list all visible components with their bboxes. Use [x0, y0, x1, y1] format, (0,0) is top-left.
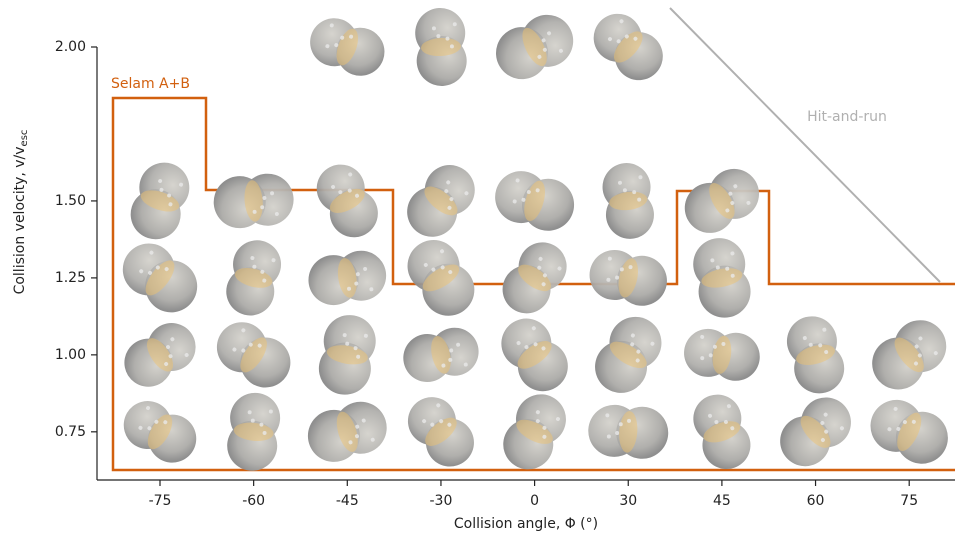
collision-outcome — [585, 245, 672, 310]
y-tick-label: 0.75 — [55, 424, 86, 440]
collision-outcome — [770, 387, 861, 476]
y-tick-label: 1.50 — [55, 193, 86, 209]
y-tick-label: 1.00 — [55, 347, 86, 363]
collision-outcome — [399, 323, 484, 387]
collision-outcome — [781, 311, 849, 399]
collision-outcome — [398, 230, 484, 325]
collision-outcome — [212, 172, 296, 231]
annotation: Selam A+B — [111, 76, 190, 92]
x-tick-label: -75 — [149, 493, 172, 509]
x-tick-label: 45 — [713, 493, 731, 509]
collision-outcome — [225, 390, 283, 473]
annotation: Hit-and-run — [807, 109, 887, 125]
collision-outcome — [862, 310, 956, 400]
collision-outcome — [221, 235, 286, 320]
x-tick-label: -45 — [336, 493, 359, 509]
collision-outcome — [124, 156, 196, 246]
collision-outcome — [687, 388, 757, 475]
collision-outcome — [862, 391, 956, 472]
collision-outcome — [301, 395, 393, 468]
x-tick-label: 75 — [900, 493, 918, 509]
x-tick-label: 0 — [530, 493, 539, 509]
x-tick-label: -30 — [430, 493, 453, 509]
collision-outcome — [207, 313, 300, 397]
collision-outcome — [587, 403, 670, 460]
collision-outcome — [414, 7, 468, 88]
collision-outcome — [398, 387, 484, 476]
y-tick-label: 1.25 — [55, 270, 86, 286]
collision-outcome — [600, 160, 657, 241]
collision-outcome — [495, 386, 575, 478]
x-tick-label: -60 — [242, 493, 265, 509]
collision-outcome — [489, 165, 580, 237]
collision-outcome — [308, 156, 386, 246]
collision-outcome — [305, 247, 390, 309]
collision-outcome — [112, 233, 207, 323]
x-tick-label: 30 — [619, 493, 637, 509]
x-tick-label: 60 — [807, 493, 825, 509]
y-axis-label-subscript: esc — [19, 130, 30, 147]
collision-outcome — [681, 326, 763, 384]
x-axis-label: Collision angle, Φ (°) — [454, 516, 598, 532]
collision-outcome — [584, 4, 673, 90]
collision-outcome — [689, 234, 755, 322]
y-tick-label: 2.00 — [55, 39, 86, 55]
collision-outcome — [487, 6, 582, 88]
collision-outcome — [115, 314, 205, 396]
collision-outcome — [303, 11, 391, 82]
collision-outcome — [115, 392, 205, 471]
y-axis-label: Collision velocity, v/vesc — [12, 130, 30, 295]
y-axis-label-text: Collision velocity, v/v — [12, 146, 28, 294]
collision-outcome — [315, 311, 380, 399]
collision-outcome — [397, 155, 485, 247]
chart: Selam A+B Hit-and-run Collision angle, Φ… — [0, 0, 956, 537]
collision-outcome — [585, 307, 671, 402]
collision-outcome — [491, 309, 577, 401]
collision-outcome — [493, 233, 576, 323]
collision-outcome — [676, 160, 769, 242]
